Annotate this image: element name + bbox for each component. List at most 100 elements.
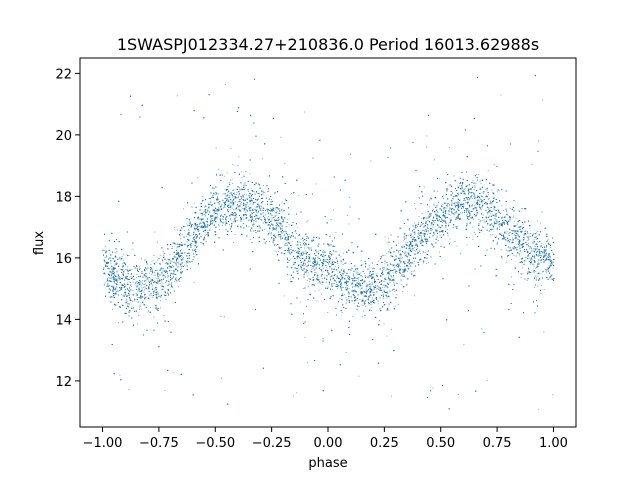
data-point <box>224 205 225 207</box>
data-point <box>389 271 390 273</box>
data-point <box>229 193 231 195</box>
data-point <box>462 202 464 204</box>
data-point <box>221 377 222 379</box>
data-point <box>183 252 185 254</box>
data-point <box>140 302 142 304</box>
data-point <box>313 278 315 280</box>
data-point <box>416 247 418 249</box>
data-point <box>112 279 114 281</box>
data-point <box>371 274 372 276</box>
data-point <box>508 235 510 236</box>
data-point <box>423 186 425 188</box>
data-point <box>466 185 468 187</box>
data-point <box>424 252 426 254</box>
data-point <box>541 255 543 257</box>
data-point <box>496 235 498 237</box>
data-point <box>322 271 324 273</box>
data-point <box>276 227 278 229</box>
data-point <box>332 268 334 270</box>
data-point <box>172 259 174 260</box>
data-point <box>131 268 133 270</box>
data-point <box>489 225 491 227</box>
data-point <box>260 207 262 209</box>
data-point <box>508 250 510 252</box>
data-point <box>541 284 542 286</box>
data-point <box>214 207 216 209</box>
data-point <box>213 209 214 211</box>
data-point <box>540 222 542 224</box>
data-point <box>540 246 541 248</box>
data-point <box>184 252 186 254</box>
data-point <box>213 212 215 213</box>
data-point <box>513 215 514 217</box>
data-point <box>299 249 301 250</box>
data-point <box>287 274 288 275</box>
data-point <box>454 211 456 213</box>
data-point <box>163 254 164 256</box>
data-point <box>281 232 283 234</box>
data-point <box>538 408 540 410</box>
data-point <box>519 229 521 230</box>
data-point <box>126 301 128 303</box>
data-point <box>430 224 432 226</box>
data-point <box>471 198 473 199</box>
data-point <box>345 278 347 280</box>
data-point <box>216 211 218 213</box>
data-point <box>458 193 460 195</box>
data-point <box>309 260 311 262</box>
data-point <box>538 261 539 263</box>
data-point <box>418 221 419 223</box>
data-point <box>488 194 490 196</box>
data-point <box>524 257 526 259</box>
data-point <box>427 234 428 235</box>
data-point <box>442 222 444 223</box>
data-point <box>144 283 146 285</box>
data-point <box>130 276 132 278</box>
data-point <box>276 218 278 220</box>
data-point <box>359 282 361 283</box>
data-point <box>201 214 203 216</box>
data-point <box>176 95 178 97</box>
data-point <box>295 230 297 232</box>
data-point <box>453 213 455 215</box>
data-point <box>215 217 217 219</box>
data-point <box>518 238 519 240</box>
data-point <box>460 202 462 204</box>
data-point <box>194 248 196 250</box>
data-point <box>156 282 157 284</box>
data-point <box>322 254 324 256</box>
data-point <box>433 204 435 205</box>
data-point <box>261 158 263 160</box>
data-point <box>374 299 375 301</box>
data-point <box>114 260 116 261</box>
data-point <box>456 228 458 230</box>
data-point <box>473 189 475 190</box>
data-point <box>294 250 295 252</box>
data-point <box>308 278 310 280</box>
data-point <box>279 247 280 248</box>
data-point <box>139 309 140 310</box>
data-point <box>250 214 251 215</box>
data-point <box>492 234 494 236</box>
data-point <box>277 235 279 237</box>
data-point <box>384 254 386 256</box>
data-point <box>398 251 400 253</box>
data-point <box>220 205 222 207</box>
data-point <box>360 272 362 274</box>
data-point <box>130 289 132 290</box>
data-point <box>215 147 217 149</box>
data-point <box>216 210 218 212</box>
data-point <box>421 217 423 219</box>
data-point <box>364 274 366 276</box>
data-point <box>248 226 250 228</box>
data-point <box>363 310 364 312</box>
data-point <box>241 176 243 178</box>
data-point <box>394 305 396 307</box>
data-point <box>468 199 470 201</box>
data-point <box>311 239 312 241</box>
data-point <box>352 279 354 281</box>
data-point <box>188 234 190 236</box>
data-point <box>420 242 422 243</box>
data-point <box>407 259 409 261</box>
data-point <box>511 237 513 239</box>
